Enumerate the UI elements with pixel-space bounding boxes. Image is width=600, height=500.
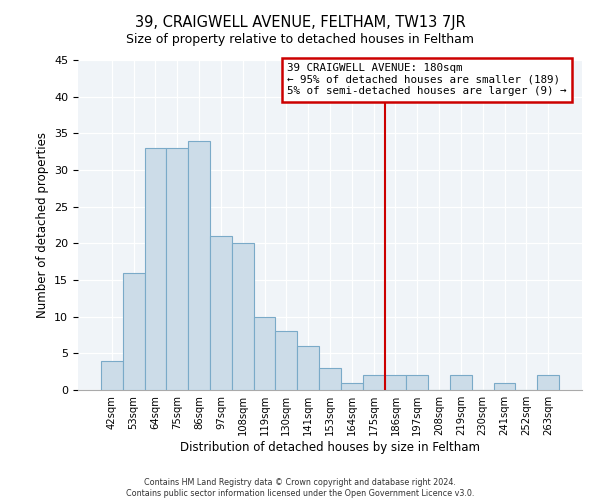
Bar	[319, 368, 341, 390]
Bar	[254, 316, 275, 390]
Bar	[123, 272, 145, 390]
Bar	[275, 332, 297, 390]
Bar	[166, 148, 188, 390]
Text: Contains HM Land Registry data © Crown copyright and database right 2024.
Contai: Contains HM Land Registry data © Crown c…	[126, 478, 474, 498]
Bar	[450, 376, 472, 390]
Bar	[232, 244, 254, 390]
Text: Size of property relative to detached houses in Feltham: Size of property relative to detached ho…	[126, 32, 474, 46]
Bar	[406, 376, 428, 390]
Bar	[210, 236, 232, 390]
Bar	[145, 148, 166, 390]
Bar	[385, 376, 406, 390]
Text: 39 CRAIGWELL AVENUE: 180sqm
← 95% of detached houses are smaller (189)
5% of sem: 39 CRAIGWELL AVENUE: 180sqm ← 95% of det…	[287, 64, 566, 96]
Bar	[188, 140, 210, 390]
Bar	[363, 376, 385, 390]
Bar	[341, 382, 363, 390]
Bar	[537, 376, 559, 390]
Bar	[494, 382, 515, 390]
Bar	[101, 360, 123, 390]
Y-axis label: Number of detached properties: Number of detached properties	[35, 132, 49, 318]
Text: 39, CRAIGWELL AVENUE, FELTHAM, TW13 7JR: 39, CRAIGWELL AVENUE, FELTHAM, TW13 7JR	[134, 15, 466, 30]
X-axis label: Distribution of detached houses by size in Feltham: Distribution of detached houses by size …	[180, 441, 480, 454]
Bar	[297, 346, 319, 390]
